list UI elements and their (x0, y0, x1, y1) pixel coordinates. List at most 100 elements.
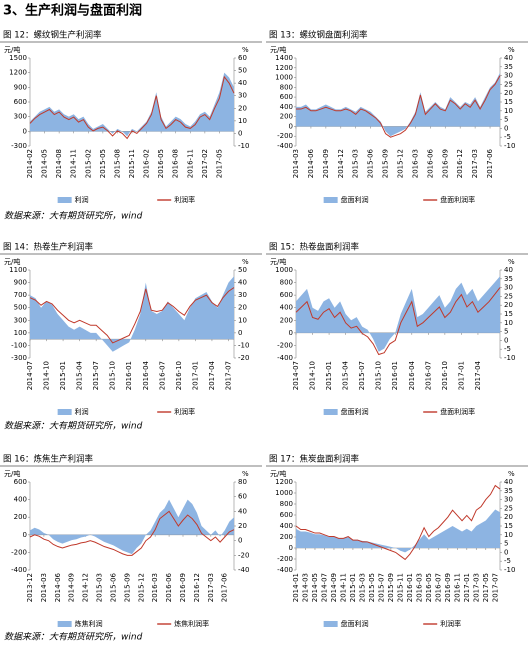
x-tick-label: 2014-10 (309, 361, 317, 390)
x-tick-label: 2015-09 (382, 149, 390, 178)
x-tick-label: 2014-05 (41, 149, 49, 178)
y-tick-label: 700 (14, 291, 27, 299)
legend-swatch (323, 409, 338, 415)
x-tick-label: 2016-07 (424, 361, 432, 390)
source-note: 数据来源：大有期货研究所，wind (4, 421, 143, 432)
x-tick-label: 2017-07 (491, 573, 499, 602)
y2-tick-label: 20 (504, 513, 513, 521)
y2-tick-label: 40 (504, 478, 513, 486)
y2-tick-label: -20 (238, 354, 249, 362)
y2-tick-label: -10 (504, 566, 515, 574)
x-tick-label: 2014-09 (330, 573, 338, 602)
y2-tick-label: -40 (238, 566, 249, 574)
legend-label: 利润 (75, 407, 89, 416)
x-tick-label: 2015-04 (342, 360, 350, 390)
x-tick-label: 2016-01 (391, 361, 399, 390)
y2-tick-label: -5 (504, 557, 511, 565)
x-tick-label: 2014-11 (339, 573, 347, 602)
legend-swatch (57, 197, 72, 203)
y2-tick-label: 0 (504, 548, 508, 556)
x-tick-label: 2017-07 (224, 361, 232, 390)
y2-axis-label: % (242, 46, 249, 54)
x-tick-label: 2017-01 (457, 361, 465, 390)
x-tick-label: 2015-12 (137, 573, 145, 602)
x-tick-label: 2015-05 (368, 573, 376, 602)
x-tick-label: 2016-12 (193, 573, 201, 602)
x-tick-label: 2013-12 (26, 573, 34, 602)
y2-tick-label: 50 (238, 67, 247, 75)
y2-tick-label: 0 (238, 537, 242, 545)
y2-tick-label: 15 (504, 310, 513, 318)
y-tick-label: 400 (280, 304, 293, 312)
x-tick-label: 2016-07 (434, 573, 442, 602)
y2-tick-label: -20 (238, 551, 249, 559)
y2-tick-label: 25 (504, 292, 513, 300)
x-tick-label: 2014-07 (320, 573, 328, 602)
y2-tick-label: 15 (504, 522, 513, 530)
line-series (29, 510, 235, 556)
x-tick-label: 2017-05 (482, 573, 490, 602)
x-tick-label: 2015-10 (109, 361, 117, 390)
y-tick-label: -100 (11, 341, 27, 349)
x-tick-label: 2016-11 (453, 573, 461, 602)
y2-tick-label: -10 (504, 142, 515, 150)
y-tick-label: 200 (280, 533, 293, 541)
x-tick-label: 2017-05 (215, 149, 223, 178)
x-tick-label: 2015-11 (128, 149, 136, 178)
y-tick-label: 1500 (9, 54, 27, 62)
y2-axis-label: % (508, 470, 515, 478)
line-series (295, 287, 501, 356)
chart-title: 图 13：螺纹钢盘面利润率 (269, 30, 368, 41)
x-tick-label: 2014-03 (301, 573, 309, 602)
y-tick-label: 600 (280, 511, 293, 519)
y2-tick-label: 60 (238, 493, 247, 501)
y2-tick-label: 25 (504, 504, 513, 512)
y-tick-label: 0 (289, 329, 293, 337)
y2-tick-label: 40 (238, 79, 247, 87)
legend-swatch (57, 409, 72, 415)
y2-tick-label: -10 (504, 354, 515, 362)
y-tick-label: -300 (11, 142, 27, 150)
y-tick-label: 1100 (9, 266, 27, 274)
y2-tick-label: 30 (238, 92, 247, 100)
x-tick-label: 2015-07 (358, 361, 366, 390)
y-tick-label: 1200 (275, 64, 293, 72)
y-tick-label: 600 (14, 478, 27, 486)
x-tick-label: 2016-08 (172, 149, 180, 178)
y2-tick-label: 35 (504, 487, 513, 495)
y-tick-label: -400 (277, 142, 293, 150)
x-tick-label: 2014-11 (70, 149, 78, 178)
x-tick-label: 2016-11 (186, 149, 194, 178)
y2-tick-label: 0 (238, 129, 242, 137)
y2-tick-label: 80 (238, 478, 247, 486)
x-tick-label: 2017-03 (207, 573, 215, 602)
x-tick-label: 2014-03 (40, 573, 48, 602)
x-tick-label: 2015-03 (96, 573, 104, 602)
x-tick-label: 2015-10 (375, 361, 383, 390)
x-tick-label: 2017-04 (208, 360, 216, 390)
chart-title: 图 17：焦炭盘面利润率 (269, 454, 360, 465)
x-tick-label: 2014-08 (55, 149, 63, 178)
area-series (296, 276, 500, 352)
x-tick-label: 2016-01 (406, 573, 414, 602)
y-axis-label: 元/吨 (270, 469, 286, 478)
y-tick-label: 400 (280, 103, 293, 111)
x-tick-label: 2016-03 (151, 573, 159, 602)
y-tick-label: 1200 (9, 69, 27, 77)
section-heading: 3、生产利润与盘面利润 (3, 3, 142, 19)
chart-title: 图 12：螺纹钢生产利润率 (3, 30, 102, 41)
y-tick-label: 100 (14, 329, 27, 337)
y2-tick-label: 30 (504, 496, 513, 504)
line-series (295, 484, 501, 561)
legend-swatch (323, 197, 338, 203)
y-tick-label: 0 (289, 122, 293, 130)
x-tick-label: 2015-09 (123, 573, 131, 602)
y-tick-label: 300 (14, 113, 27, 121)
x-tick-label: 2015-11 (396, 573, 404, 602)
y2-tick-label: 35 (504, 63, 513, 71)
x-tick-label: 2016-12 (456, 149, 464, 178)
y2-tick-label: 25 (504, 80, 513, 88)
x-tick-label: 2015-07 (92, 361, 100, 390)
